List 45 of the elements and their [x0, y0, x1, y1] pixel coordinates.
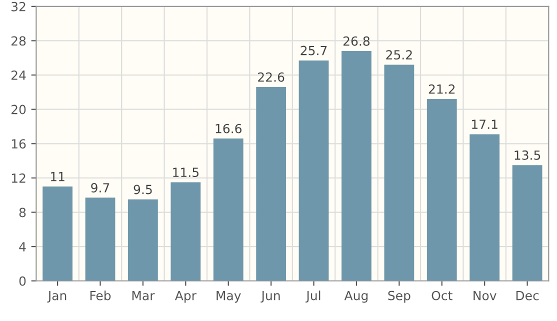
- x-tick-label: Nov: [474, 290, 496, 300]
- data-label: 25.2: [386, 50, 412, 60]
- data-label: 26.8: [343, 36, 370, 46]
- data-label: 9.7: [91, 183, 110, 192]
- bar: [470, 134, 500, 281]
- data-label: 11: [50, 172, 64, 182]
- bar: [298, 60, 329, 281]
- x-tick-label: Mar: [132, 290, 155, 300]
- x-tick-label: May: [216, 290, 241, 303]
- bar: [213, 138, 244, 281]
- y-tick-label: 0: [19, 276, 26, 286]
- y-tick-label: 20: [11, 104, 26, 114]
- y-tick-label: 12: [12, 173, 26, 183]
- y-tick-label: 8: [19, 208, 26, 218]
- bar: [128, 199, 158, 281]
- x-tick-label: Jun: [260, 290, 280, 303]
- y-tick-label: 16: [12, 139, 26, 149]
- y-tick-label: 32: [12, 2, 26, 12]
- data-label: 13.5: [514, 150, 540, 160]
- x-tick-label: Jan: [47, 290, 66, 303]
- data-label: 11.5: [173, 168, 198, 178]
- x-tick-label: Feb: [90, 290, 111, 300]
- y-tick-label: 4: [19, 242, 26, 252]
- x-tick-label: Oct: [432, 290, 452, 300]
- bar: [256, 87, 286, 281]
- data-label: 22.6: [258, 72, 284, 82]
- x-tick-label: Dec: [516, 290, 539, 300]
- data-label: 17.1: [472, 120, 498, 129]
- y-tick-label: 28: [11, 36, 26, 46]
- bar: [426, 99, 457, 281]
- x-tick-label: Aug: [344, 290, 368, 303]
- y-tick-label: 24: [11, 70, 26, 80]
- bar: [384, 64, 414, 281]
- data-label: 25.7: [300, 46, 327, 56]
- bar: [512, 165, 542, 281]
- bar: [342, 51, 372, 281]
- x-tick-label: Jul: [306, 290, 320, 303]
- data-label: 21.2: [428, 84, 455, 94]
- x-tick-label: Sep: [388, 290, 410, 303]
- data-label: 9.5: [134, 184, 152, 194]
- x-tick-label: Apr: [174, 290, 196, 303]
- bar: [170, 182, 201, 281]
- bar: [85, 198, 116, 281]
- data-label: 16.6: [216, 124, 242, 134]
- bar: [42, 186, 73, 281]
